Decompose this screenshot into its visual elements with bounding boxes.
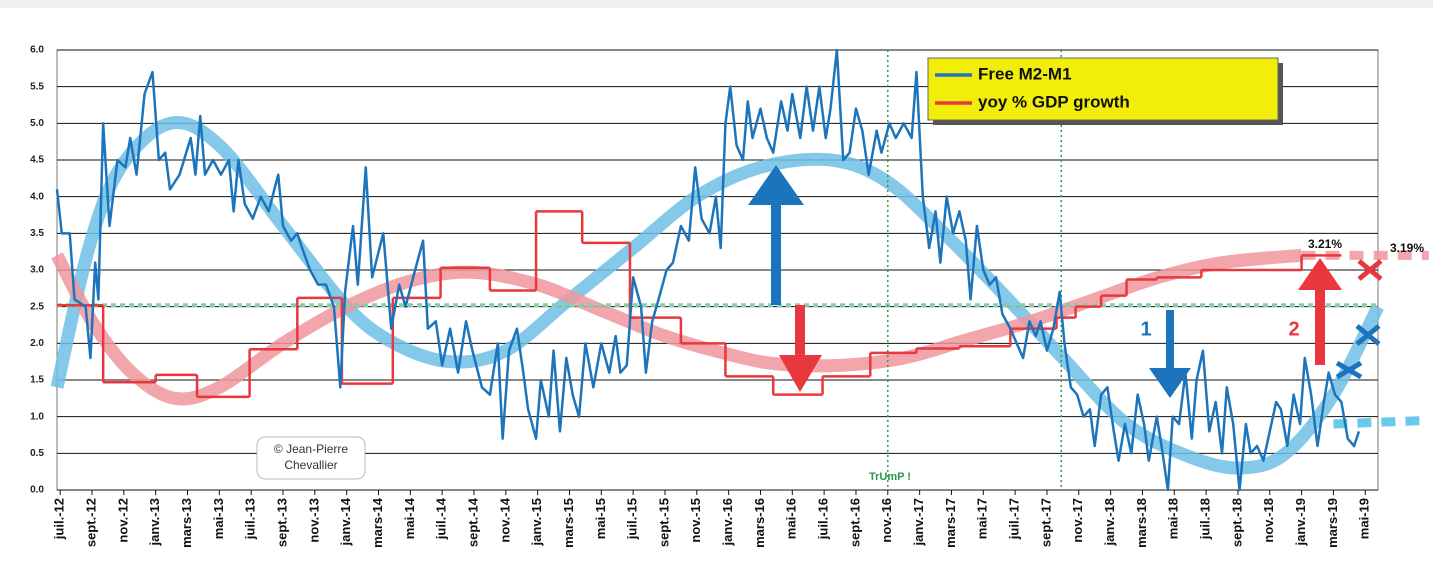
y-tick-label: 2.5 [30, 301, 44, 312]
x-tick-label: janv.-18 [1102, 498, 1117, 546]
annotation: 1 [1140, 318, 1151, 340]
x-tick-label: mars-15 [561, 498, 576, 548]
x-tick-label: janv.-13 [147, 498, 162, 546]
x-tick-label: sept.-16 [847, 498, 862, 547]
x-tick-label: mars-18 [1134, 498, 1149, 548]
up-arrow [748, 165, 804, 305]
y-tick-label: 1.5 [30, 375, 44, 386]
x-tick-label: nov.-14 [497, 497, 512, 542]
y-tick-label: 6.0 [30, 45, 44, 56]
y-tick-label: 5.5 [30, 81, 44, 92]
trend [1333, 415, 1430, 429]
x-tick-label: juil.-15 [625, 498, 640, 540]
y-tick-label: 3.0 [30, 265, 44, 276]
x-tick-label: sept.-12 [83, 498, 98, 547]
x-tick-label: juil.-12 [52, 498, 67, 540]
x-tick-label: mars-13 [179, 498, 194, 548]
x-tick-label: janv.-19 [1293, 498, 1308, 546]
cross [1355, 324, 1381, 346]
x-tick-label: mai-15 [593, 498, 608, 539]
down-arrow [779, 305, 822, 392]
annotation: TrUmP ! [869, 471, 911, 483]
x-tick-label: janv.-14 [338, 497, 353, 546]
x-tick-label: sept.-13 [274, 498, 289, 547]
up-arrow [1298, 258, 1342, 365]
x-tick-label: nov.-18 [1261, 498, 1276, 543]
decorations: 3.21% 3.19% 1 2 TrUmP ! © Jean-Pierre Ch… [256, 57, 1424, 483]
x-tick-label: mai-13 [211, 498, 226, 539]
x-tick-label: mai-16 [784, 498, 799, 539]
x-tick-label: sept.-14 [465, 497, 480, 547]
annotation: 2 [1288, 318, 1299, 340]
y-tick-label: 0.0 [30, 485, 44, 496]
x-tick-label: janv.-15 [529, 498, 544, 546]
copyright: © Jean-Pierre [274, 442, 349, 456]
x-tick-label: mars-14 [370, 497, 385, 548]
cross [1335, 360, 1363, 380]
x-tick-label: nov.-13 [306, 498, 321, 543]
x-tick-label: mars-16 [752, 498, 767, 548]
x-tick-label: juil.-14 [434, 497, 449, 540]
legend [927, 57, 1279, 121]
x-tick-label: mars-17 [943, 498, 958, 548]
y-tick-label: 4.5 [30, 155, 44, 166]
x-tick-label: juil.-18 [1198, 498, 1213, 540]
copyright-box [256, 436, 366, 480]
down-arrow [1149, 310, 1191, 398]
x-tick-label: sept.-15 [656, 498, 671, 547]
x-tick-label: nov.-16 [879, 498, 894, 543]
x-tick-label: nov.-12 [115, 498, 130, 543]
x-tick-label: mars-19 [1325, 498, 1340, 548]
cross [1357, 259, 1383, 281]
y-tick-label: 3.5 [30, 228, 44, 239]
y-tick-label: 5.0 [30, 118, 44, 129]
x-tick-label: mai-18 [1166, 498, 1181, 539]
x-tick-label: mai-17 [975, 498, 990, 539]
x-tick-label: juil.-16 [816, 498, 831, 540]
y-tick-label: 0.5 [30, 448, 44, 459]
x-tick-label: juil.-17 [1007, 498, 1022, 540]
x-tick-label: juil.-13 [243, 498, 258, 540]
x-tick-label: mai-19 [1357, 498, 1372, 539]
x-tick-label: sept.-17 [1038, 498, 1053, 547]
line [55, 48, 1361, 492]
annotation: 3.21% [1308, 237, 1342, 251]
x-tick-label: janv.-16 [720, 498, 735, 546]
x-tick-label: sept.-18 [1229, 498, 1244, 547]
y-tick-label: 2.0 [30, 338, 44, 349]
y-tick-label: 4.0 [30, 191, 44, 202]
y-tick-label: 1.0 [30, 411, 44, 422]
annotation: 3.19% [1390, 241, 1424, 255]
x-tick-label: mai-14 [402, 497, 417, 539]
trend [50, 116, 1384, 475]
legend-label: yoy % GDP growth [978, 92, 1130, 111]
legend-label: Free M2-M1 [978, 64, 1072, 83]
x-tick-label: nov.-17 [1070, 498, 1085, 543]
x-tick-label: janv.-17 [911, 498, 926, 546]
x-tick-label: nov.-15 [688, 498, 703, 543]
copyright: Chevallier [284, 458, 337, 472]
